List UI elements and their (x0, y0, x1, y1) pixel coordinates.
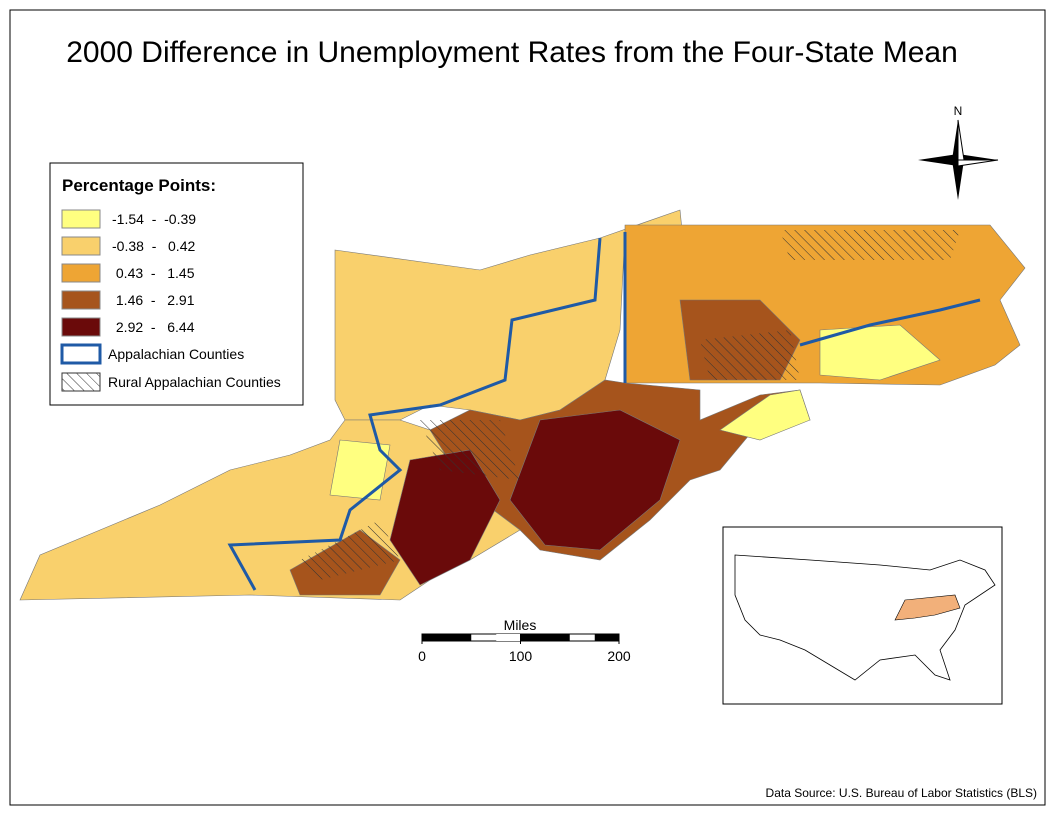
light-cluster (719, 389, 811, 441)
data-source: Data Source: U.S. Bureau of Labor Statis… (766, 786, 1037, 800)
legend-swatch (61, 372, 101, 392)
legend-swatch (61, 236, 101, 256)
legend-label: Appalachian Counties (108, 346, 244, 362)
legend-swatch (61, 263, 101, 283)
appalachian-outline (227, 232, 981, 591)
scale-tick-label: 100 (509, 648, 533, 664)
scale-segment (520, 634, 570, 641)
map-title: 2000 Difference in Unemployment Rates fr… (66, 36, 958, 69)
scale-segment (422, 634, 472, 641)
scale-segment (496, 634, 521, 641)
rural-hatch (300, 230, 960, 580)
legend-title: Percentage Points: (62, 176, 216, 195)
legend-swatch (60, 343, 102, 365)
dark-cluster (509, 409, 681, 551)
legend-label: 0.43 - 1.45 (112, 265, 195, 281)
scale-segment (594, 634, 619, 641)
legend-classes: -1.54 - -0.39 -0.38 - 0.42 0.43 - 1.45 1.… (61, 209, 196, 337)
study-area (894, 594, 961, 621)
legend-label: 2.92 - 6.44 (112, 319, 195, 335)
legend: Percentage Points: -1.54 - -0.39 -0.38 - … (49, 162, 304, 406)
us-outline (734, 554, 996, 681)
legend-box (49, 162, 304, 406)
state-shapes (19, 209, 1026, 601)
legend-swatch (61, 317, 101, 337)
legend-label: -1.54 - -0.39 (112, 211, 196, 227)
scale-tick-label: 0 (418, 648, 426, 664)
north-label: N (954, 104, 963, 118)
legend-swatch (61, 290, 101, 310)
scale-title: Miles (504, 617, 537, 633)
light-cluster (819, 324, 941, 381)
legend-label: -0.38 - 0.42 (112, 238, 195, 254)
legend-label: Rural Appalachian Counties (108, 374, 281, 390)
scale-tick-label: 200 (607, 648, 631, 664)
legend-swatch (61, 209, 101, 229)
north-arrow: N (918, 104, 999, 200)
legend-label: 1.46 - 2.91 (112, 292, 195, 308)
inset-map (722, 526, 1003, 705)
scale-bar: Miles 0 100 200 (418, 617, 631, 664)
light-cluster (329, 439, 391, 501)
